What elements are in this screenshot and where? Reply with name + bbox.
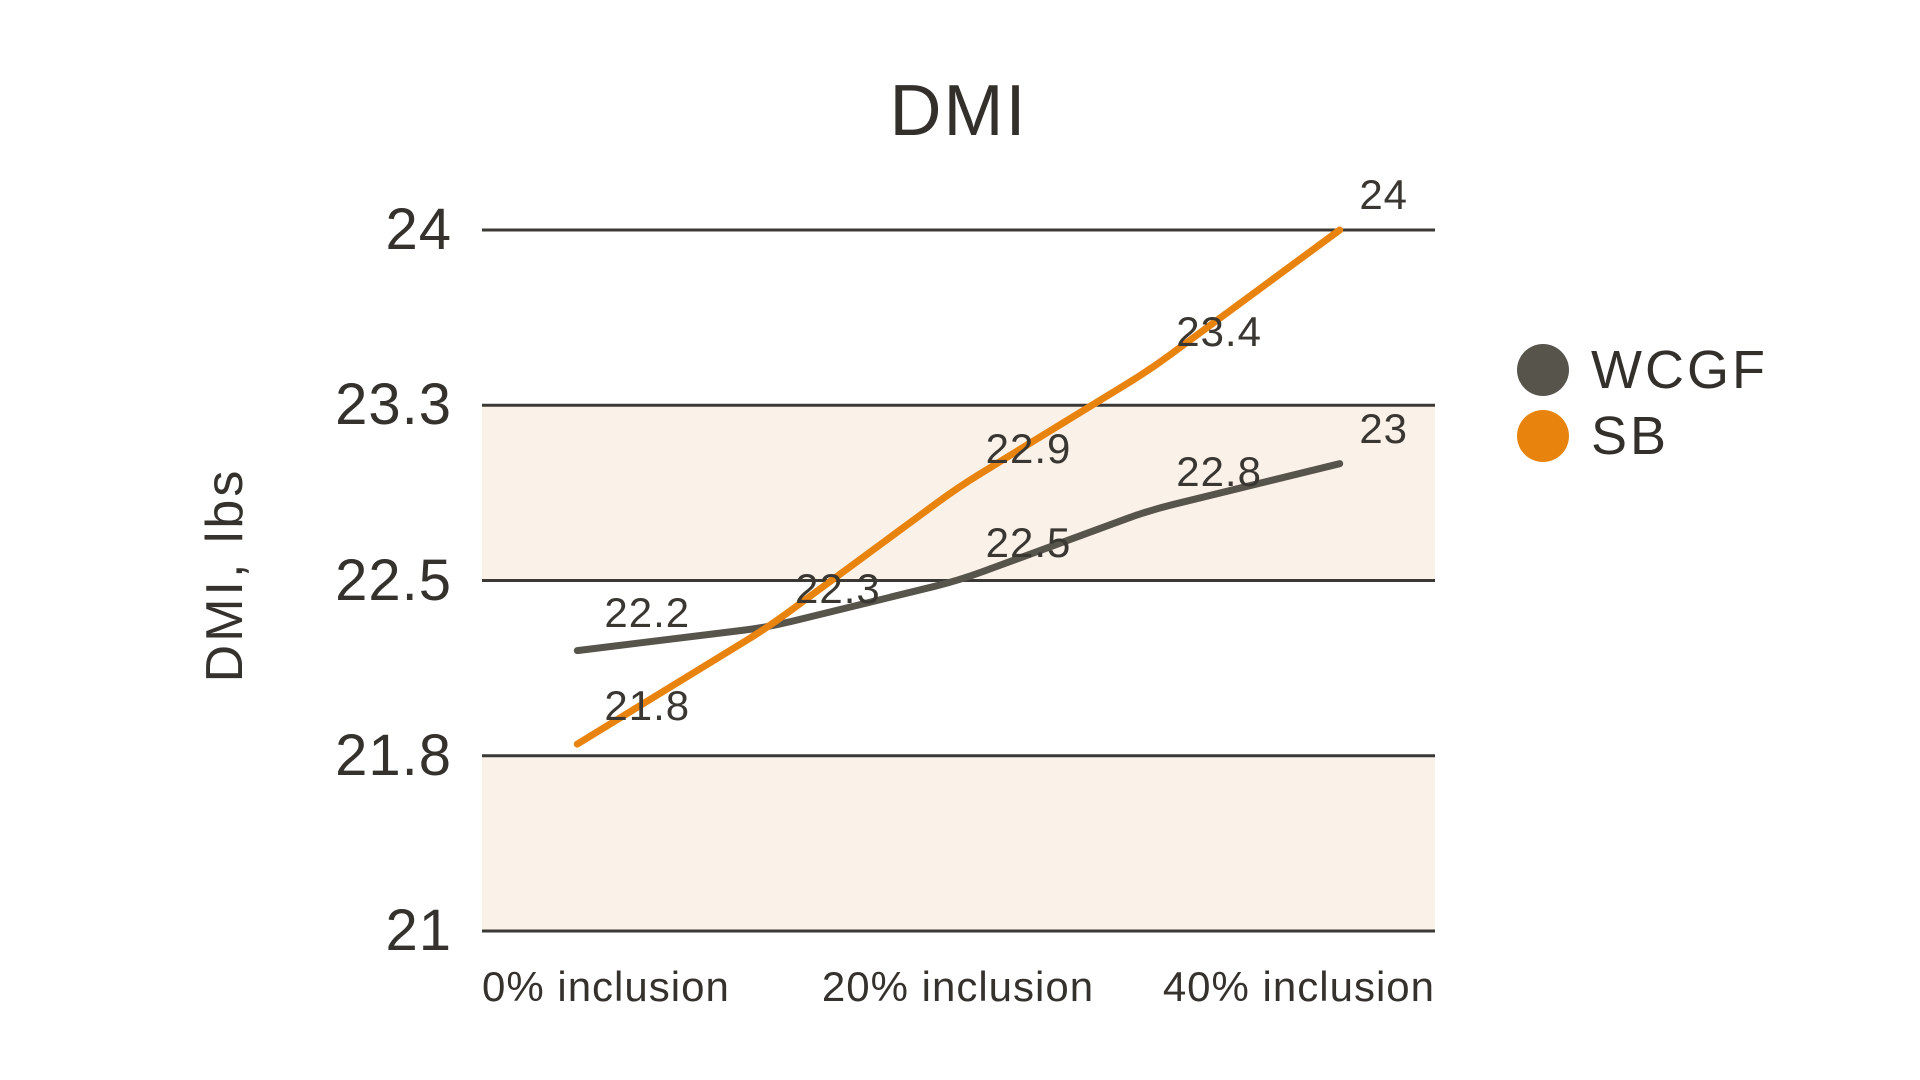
- sb-legend-dot-icon: [1517, 410, 1569, 462]
- shaded-band: [482, 755, 1435, 931]
- y-tick-label: 21: [385, 898, 452, 963]
- data-label: 24: [1359, 171, 1409, 218]
- data-label: 22.5: [985, 518, 1072, 566]
- y-tick-label: 21.8: [335, 722, 452, 788]
- x-tick-label: 40% inclusion: [1162, 963, 1435, 1010]
- legend: WCGF SB: [1517, 340, 1768, 476]
- data-label: 22.2: [604, 588, 691, 636]
- chart-title: DMI: [889, 71, 1028, 151]
- sb-line: [573, 226, 1344, 748]
- data-label: 22.8: [1176, 448, 1262, 496]
- data-label: 23: [1359, 404, 1409, 452]
- y-tick-label: 23.3: [335, 372, 452, 438]
- data-label: 21.8: [604, 682, 691, 730]
- wcgf-legend-dot-icon: [1517, 344, 1569, 396]
- data-label: 22.3: [795, 565, 881, 613]
- y-tick-label: 22.5: [335, 547, 452, 613]
- shaded-band: [482, 405, 1435, 581]
- x-tick-label: 0% inclusion: [482, 963, 730, 1010]
- data-label: 22.9: [985, 425, 1072, 473]
- band-group: [482, 405, 1435, 931]
- legend-item-wcgf: WCGF: [1517, 340, 1768, 400]
- x-tick-label: 20% inclusion: [821, 963, 1095, 1010]
- legend-label: WCGF: [1591, 340, 1768, 400]
- legend-label: SB: [1591, 406, 1670, 466]
- y-tick-label: 24: [385, 197, 452, 262]
- data-label: 23.4: [1176, 308, 1262, 356]
- legend-item-sb: SB: [1517, 406, 1768, 466]
